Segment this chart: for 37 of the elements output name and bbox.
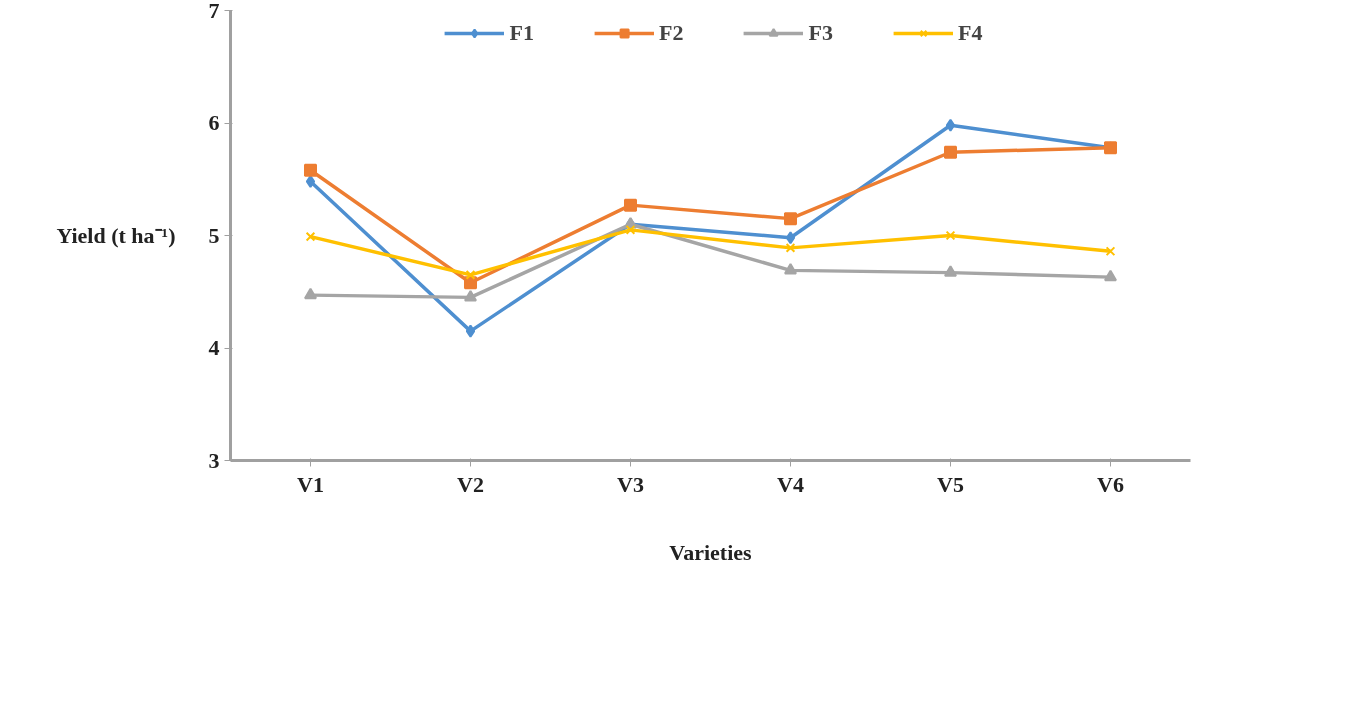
legend-label: F2: [659, 20, 684, 46]
point: [464, 290, 477, 302]
point: [1105, 246, 1116, 257]
legend-label: F4: [957, 20, 983, 46]
point: [1104, 269, 1117, 282]
point: [784, 263, 797, 275]
y-tick-label: 6: [208, 110, 220, 135]
point: [465, 269, 476, 280]
point: [944, 145, 957, 159]
point: [785, 242, 796, 253]
point: [784, 212, 797, 226]
point: [304, 287, 317, 300]
x-tick-label: V3: [617, 471, 644, 497]
point: [304, 163, 317, 177]
y-axis-title: Yield (t ha⁻¹): [56, 223, 176, 248]
x-tick-label: V1: [297, 471, 324, 497]
point: [625, 224, 636, 235]
point: [785, 231, 796, 245]
point: [945, 118, 956, 132]
x-tick-label: V2: [457, 471, 484, 497]
legend-label: F3: [808, 20, 833, 46]
point: [624, 198, 637, 212]
y-tick-label: 7: [208, 0, 220, 23]
x-tick-label: V4: [777, 471, 804, 497]
legend-label: F1: [509, 20, 535, 46]
x-axis-title: Varieties: [669, 539, 753, 565]
point: [944, 265, 957, 277]
x-tick-label: V6: [1097, 471, 1124, 497]
x-tick-label: V5: [937, 471, 964, 497]
point: [465, 324, 476, 338]
point: [305, 231, 316, 242]
y-tick-label: 5: [208, 222, 220, 248]
y-tick-label: 4: [208, 335, 220, 360]
point: [945, 230, 956, 241]
point: [464, 276, 477, 290]
y-tick-label: 3: [208, 447, 220, 473]
point: [305, 175, 316, 188]
